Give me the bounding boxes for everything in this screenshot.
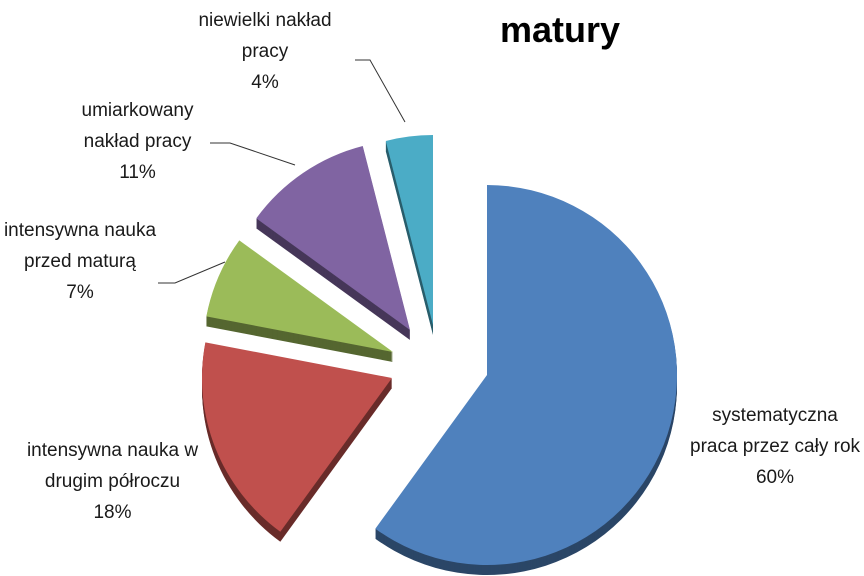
slice-label: intensywna nauka przed maturą 7% (0, 215, 160, 308)
slice (201, 342, 392, 532)
chart-title: matury (499, 9, 621, 50)
category-label: umiarkowany nakład pracy (81, 100, 194, 152)
slice-label: umiarkowany nakład pracy 11% (60, 95, 215, 188)
slice (385, 135, 433, 325)
slice (206, 240, 393, 352)
category-label: intensywna nauka w drugim półroczu (26, 440, 199, 492)
percent-label: 18% (93, 502, 132, 523)
leader-line (210, 142, 296, 166)
leader-line (158, 261, 226, 284)
percent-label: 7% (66, 282, 94, 303)
slice-label: intensywna nauka w drugim półroczu 18% (20, 435, 205, 528)
leader-line (355, 59, 406, 123)
slice (375, 185, 677, 565)
percent-label: 11% (119, 162, 156, 183)
category-label: niewielki nakład pracy (198, 10, 332, 62)
slice (256, 145, 410, 330)
slice-label: niewielki nakład pracy 4% (175, 5, 355, 98)
percent-label: 60% (755, 467, 795, 488)
percent-label: 4% (251, 72, 279, 93)
slice-label: systematyczna praca przez cały rok 60% (690, 400, 860, 493)
category-label: intensywna nauka przed maturą (3, 220, 157, 272)
category-label: systematyczna praca przez cały rok (690, 405, 861, 457)
